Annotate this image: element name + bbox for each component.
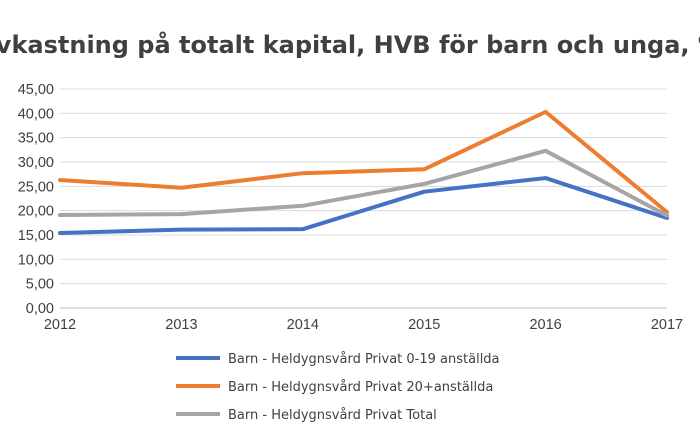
series-line-2: [58, 109, 669, 215]
y-tick-label: 10,00: [18, 252, 54, 268]
y-tick-label: 0,00: [26, 301, 54, 317]
y-tick-label: 35,00: [18, 131, 54, 147]
gridlines: [60, 88, 667, 309]
x-tick-label: 2012: [44, 317, 76, 333]
series-line-3: [58, 148, 669, 218]
x-tick-label: 2013: [165, 317, 197, 333]
x-tick-label: 2016: [529, 317, 561, 333]
y-tick-label: 20,00: [18, 204, 54, 220]
series-lines: [58, 109, 669, 236]
x-tick-label: 2017: [651, 317, 683, 333]
y-tick-label: 40,00: [18, 106, 54, 122]
legend: Barn - Heldygnsvård Privat 0-19 anställd…: [176, 352, 500, 423]
y-tick-label: 25,00: [18, 179, 54, 195]
x-tick-label: 2015: [408, 317, 440, 333]
x-axis-tick-labels: 2012 2013 2014 2015 2016 2017: [44, 317, 683, 333]
series-line-1: [58, 176, 669, 236]
legend-label: Barn - Heldygnsvård Privat 0-19 anställd…: [228, 352, 500, 367]
y-axis-tick-labels: 0,00 5,00 10,00 15,00 20,00 25,00 30,00 35,00 40…: [18, 82, 54, 317]
legend-label: Barn - Heldygnsvård Privat Total: [228, 408, 437, 423]
legend-label: Barn - Heldygnsvård Privat 20+anställda: [228, 380, 493, 395]
y-tick-label: 30,00: [18, 155, 54, 171]
x-tick-label: 2014: [287, 317, 319, 333]
y-tick-label: 5,00: [26, 277, 54, 293]
y-tick-label: 45,00: [18, 82, 54, 98]
chart-title: Avkastning på totalt kapital, HVB för ba…: [0, 30, 700, 59]
y-tick-label: 15,00: [18, 228, 54, 244]
